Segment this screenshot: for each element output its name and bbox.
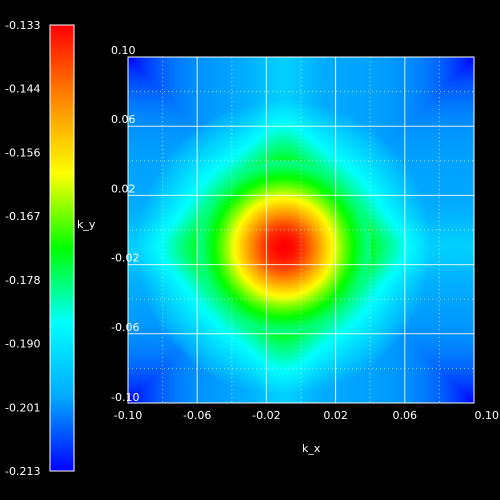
x-tick-label: -0.06 <box>183 409 211 422</box>
y-tick-label: 0.10 <box>111 44 136 57</box>
x-axis-label: k_x <box>302 442 321 455</box>
y-tick-labels: 0.10 0.06 0.02 -0.02 -0.06 -0.10 <box>111 44 139 404</box>
y-tick-label: -0.10 <box>111 391 139 404</box>
x-tick-labels: -0.10 -0.06 -0.02 0.02 0.06 0.10 <box>114 409 499 422</box>
colorbar-label: -0.190 <box>5 338 40 351</box>
x-tick-label: 0.10 <box>475 409 500 422</box>
colorbar-label: -0.213 <box>5 465 40 478</box>
colorbar-labels: -0.133 -0.144 -0.156 -0.167 -0.178 -0.190 -0.2… <box>5 19 40 478</box>
y-axis-label: k_y <box>77 218 96 231</box>
x-tick-label: -0.10 <box>114 409 142 422</box>
colorbar-label: -0.133 <box>5 19 40 32</box>
y-tick-label: 0.06 <box>111 113 136 126</box>
colorbar-label: -0.156 <box>5 146 40 159</box>
plot-area: -0.10 -0.06 -0.02 0.02 0.06 0.10 0.10 0.06 0.02… <box>111 44 499 422</box>
x-tick-label: -0.02 <box>252 409 280 422</box>
x-tick-label: 0.06 <box>393 409 418 422</box>
y-tick-label: -0.06 <box>111 321 139 334</box>
y-tick-label: 0.02 <box>111 182 136 195</box>
y-tick-label: -0.02 <box>111 252 139 265</box>
colorbar-label: -0.144 <box>5 83 40 96</box>
grid-lines <box>127 56 475 404</box>
plot-frame <box>127 56 475 404</box>
colorbar-label: -0.178 <box>5 274 40 287</box>
colorbar: -0.133 -0.144 -0.156 -0.167 -0.178 -0.190 -0.2… <box>5 19 75 478</box>
colorbar-gradient <box>49 24 75 472</box>
colorbar-label: -0.201 <box>5 401 40 414</box>
colorbar-label: -0.167 <box>5 210 40 223</box>
x-tick-label: 0.02 <box>323 409 348 422</box>
